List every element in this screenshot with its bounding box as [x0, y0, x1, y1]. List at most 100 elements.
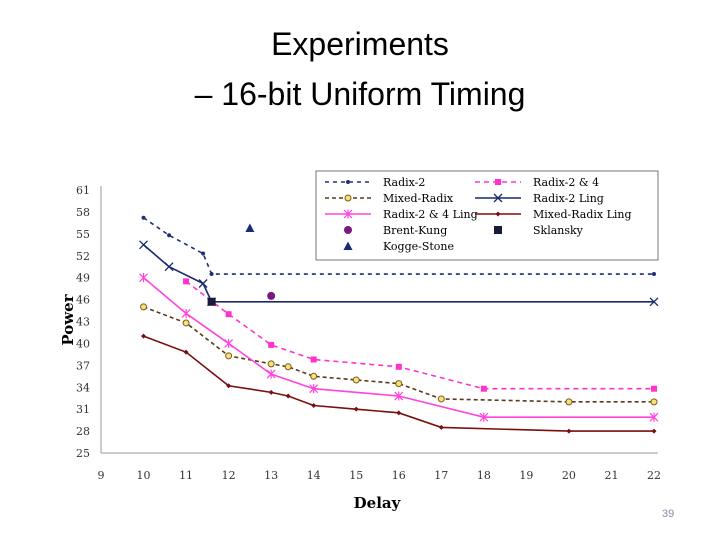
series-mixed-radix [140, 303, 658, 406]
data-point [394, 391, 404, 401]
y-tick-label: 61 [76, 184, 90, 197]
data-point [652, 272, 656, 277]
data-point [181, 308, 191, 318]
data-point [139, 240, 148, 250]
series-kogge-stone [245, 223, 255, 232]
legend-marker [344, 226, 352, 234]
series-line [143, 306, 654, 403]
y-tick-label: 37 [76, 359, 90, 372]
data-point [267, 291, 276, 300]
data-point [226, 383, 232, 389]
chart-axes: 9 10 11 12 13 14 15 16 17 18 19 20 21 22 25 28 31 34 37 40 4… [76, 184, 661, 482]
data-point [141, 333, 147, 339]
legend-box [315, 170, 659, 261]
series-radix-2-4 [183, 278, 657, 392]
y-tick-label: 55 [76, 228, 90, 241]
legend-item: Radix-2 & 4 Ling [325, 208, 478, 221]
data-point [565, 398, 573, 406]
x-tick-label: 16 [392, 469, 406, 482]
data-point [201, 251, 206, 256]
data-point [650, 398, 658, 406]
y-tick-label: 46 [76, 294, 90, 307]
x-tick-label: 20 [562, 469, 576, 482]
data-point [353, 406, 359, 412]
y-tick-label: 34 [76, 381, 90, 394]
x-tick-label: 19 [519, 469, 533, 482]
legend-label: Mixed-Radix Ling [533, 208, 632, 221]
data-point [266, 369, 276, 379]
data-point [651, 428, 657, 434]
legend-label: Radix-2 & 4 [533, 176, 599, 189]
data-point [566, 428, 572, 434]
data-point [649, 412, 659, 422]
legend-label: Kogge-Stone [383, 240, 454, 253]
data-point [437, 395, 445, 403]
y-tick-label: 31 [76, 403, 90, 416]
data-point [396, 410, 402, 416]
chart-legend: Radix-2 Radix-2 & 4 Mixed-Radix Radix-2 Lin… [315, 170, 659, 261]
data-point [352, 376, 360, 384]
x-tick-label: 14 [307, 469, 321, 482]
y-tick-label: 28 [76, 425, 90, 438]
legend-item: Brent-Kung [344, 224, 447, 237]
data-point [225, 352, 233, 360]
series-line [143, 277, 654, 419]
legend-item: Radix-2 [325, 176, 425, 189]
legend-marker [495, 179, 501, 185]
legend-item: Sklansky [494, 224, 584, 237]
legend-item: Radix-2 & 4 [475, 176, 599, 189]
data-point [182, 319, 190, 327]
x-tick-label: 9 [98, 469, 105, 482]
x-tick-label: 12 [222, 469, 236, 482]
data-point [183, 278, 190, 285]
data-point [311, 403, 317, 409]
legend-label: Radix-2 Ling [533, 192, 604, 205]
data-point [164, 262, 174, 272]
legend-label: Sklansky [533, 224, 584, 237]
x-tick-label: 13 [264, 469, 278, 482]
data-point [141, 215, 146, 220]
x-tick-label: 15 [349, 469, 363, 482]
data-point [649, 297, 659, 307]
series-line [185, 280, 654, 390]
data-point [479, 412, 489, 422]
y-tick-label: 58 [76, 206, 90, 219]
slide-title-line-1: Experiments [271, 26, 449, 62]
legend-marker [346, 180, 350, 184]
x-axis-title: Delay [354, 494, 402, 512]
legend-label: Mixed-Radix [383, 192, 454, 205]
series-sklansky [207, 297, 216, 306]
data-point [438, 424, 444, 430]
data-point [225, 311, 232, 318]
legend-marker [343, 241, 353, 250]
legend-marker [495, 211, 501, 217]
data-point [268, 389, 274, 395]
data-point [268, 341, 275, 348]
data-point [309, 384, 319, 394]
legend-item: Mixed-Radix Ling [475, 208, 632, 221]
data-point [395, 380, 403, 388]
data-point [198, 279, 208, 288]
data-point [284, 363, 292, 371]
data-point [651, 385, 657, 392]
legend-marker [344, 194, 352, 202]
legend-item: Mixed-Radix [325, 192, 454, 205]
legend-label: Radix-2 [383, 176, 425, 189]
y-tick-label: 49 [76, 272, 90, 285]
series-mixed-radix-ling [141, 333, 657, 434]
y-axis-title: Power [59, 293, 77, 345]
chart-series [139, 215, 659, 434]
data-point [480, 385, 487, 392]
legend-label: Radix-2 & 4 Ling [383, 208, 478, 221]
data-point [395, 363, 402, 370]
legend-marker [343, 209, 353, 219]
data-point [245, 223, 255, 232]
slide-title-line-2: – 16-bit Uniform Timing [194, 76, 526, 112]
legend-item: Radix-2 Ling [475, 192, 604, 205]
series-brent-kung [267, 291, 276, 300]
x-tick-label: 18 [477, 469, 491, 482]
y-tick-label: 43 [76, 316, 90, 329]
y-tick-label: 25 [76, 447, 90, 460]
x-tick-label: 21 [604, 469, 618, 482]
data-point [207, 297, 216, 306]
